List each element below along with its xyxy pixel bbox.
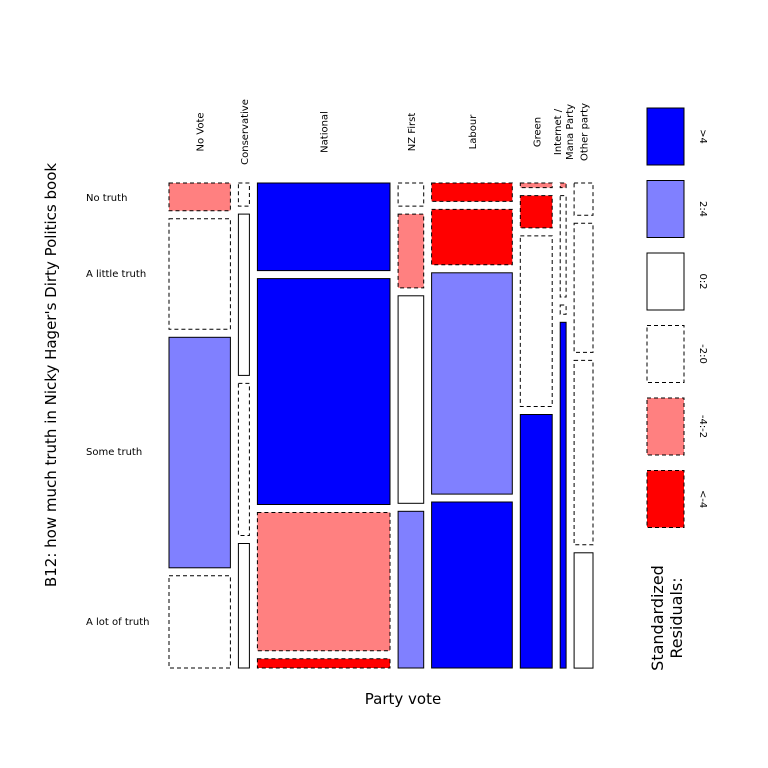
- cell-conservative-no-truth: [237, 182, 250, 207]
- cell-internet-mana-party-a-lot-of-truth: [559, 321, 567, 669]
- row-label-no-truth: No truth: [86, 193, 127, 204]
- legend-label-1: >4: [697, 129, 708, 144]
- legend-label-4: -2:0: [697, 344, 708, 364]
- cell-no-vote-no-truth: [168, 182, 231, 212]
- cell-national-no-truth: [256, 182, 391, 272]
- y-axis-title: B12: how much truth in Nicky Hager's Dir…: [42, 163, 60, 587]
- cell-labour-a-lot-of-truth: [431, 501, 513, 669]
- cell-national-a-little-truth: [256, 278, 391, 505]
- legend-swatch-4: [646, 325, 685, 383]
- row-labels: No truth A little truth Some truth A lot of…: [86, 193, 149, 628]
- cell-nz-first-a-lot-of-truth: [397, 510, 425, 669]
- cell-labour-no-truth: [431, 182, 513, 202]
- column-labels: No Vote Conservative National NZ First Labou…: [196, 99, 591, 165]
- legend-title: StandardizedResiduals:: [648, 565, 686, 671]
- row-label-some-truth: Some truth: [86, 447, 142, 458]
- cell-no-vote-some-truth: [168, 336, 231, 569]
- cell-national-a-lot-of-truth: [256, 658, 391, 669]
- column-label-conservative: Conservative: [240, 99, 251, 165]
- column-label-internet-mana-party: Internet /Mana Party: [553, 104, 576, 160]
- cell-no-vote-a-little-truth: [168, 218, 231, 330]
- legend-label-6: <-4: [697, 490, 708, 508]
- row-label-a-lot-of-truth: A lot of truth: [86, 617, 149, 628]
- column-label-labour: Labour: [468, 114, 479, 150]
- cell-other-party-no-truth: [573, 182, 594, 216]
- cell-other-party-some-truth: [573, 359, 594, 546]
- cell-other-party-a-little-truth: [573, 222, 594, 353]
- legend-swatch-3: [646, 252, 685, 311]
- legend-label-3: 0:2: [697, 273, 708, 289]
- column-label-no-vote: No Vote: [196, 112, 207, 151]
- row-label-a-little-truth: A little truth: [86, 269, 146, 280]
- cell-green-some-truth: [519, 235, 553, 407]
- cell-conservative-some-truth: [237, 382, 250, 536]
- legend-swatch-2: [646, 180, 685, 238]
- legend-swatch-6: [646, 470, 685, 528]
- cell-green-a-lot-of-truth: [519, 414, 553, 669]
- cell-conservative-a-little-truth: [237, 213, 250, 376]
- cell-green-no-truth: [519, 182, 553, 189]
- cell-national-some-truth: [256, 512, 391, 652]
- legend-swatch-5: [646, 397, 685, 456]
- column-label-other-party: Other party: [580, 103, 591, 161]
- cell-no-vote-a-lot-of-truth: [168, 575, 231, 669]
- legend-swatch-1: [646, 107, 685, 166]
- legend-label-2: 2:4: [697, 201, 708, 217]
- cell-other-party-a-lot-of-truth: [573, 552, 594, 669]
- cell-conservative-a-lot-of-truth: [237, 543, 250, 669]
- legend: >4 2:4 0:2 -2:0 -4:-2 <-4: [646, 107, 708, 528]
- column-label-green: Green: [532, 117, 543, 147]
- cell-nz-first-some-truth: [397, 295, 425, 504]
- legend-label-5: -4:-2: [697, 415, 708, 438]
- x-axis-title: Party vote: [365, 690, 441, 708]
- cell-internet-mana-party-some-truth: [559, 304, 567, 315]
- mosaic-cells: [168, 182, 594, 669]
- cell-green-a-little-truth: [519, 195, 553, 229]
- cell-labour-a-little-truth: [431, 208, 513, 266]
- column-label-national: National: [320, 111, 331, 153]
- cell-labour-some-truth: [431, 272, 513, 495]
- cell-nz-first-a-little-truth: [397, 213, 425, 289]
- cell-internet-mana-party-no-truth: [559, 182, 567, 189]
- cell-nz-first-no-truth: [397, 182, 425, 207]
- cell-internet-mana-party-a-little-truth: [559, 195, 567, 298]
- column-label-nz-first: NZ First: [407, 113, 418, 152]
